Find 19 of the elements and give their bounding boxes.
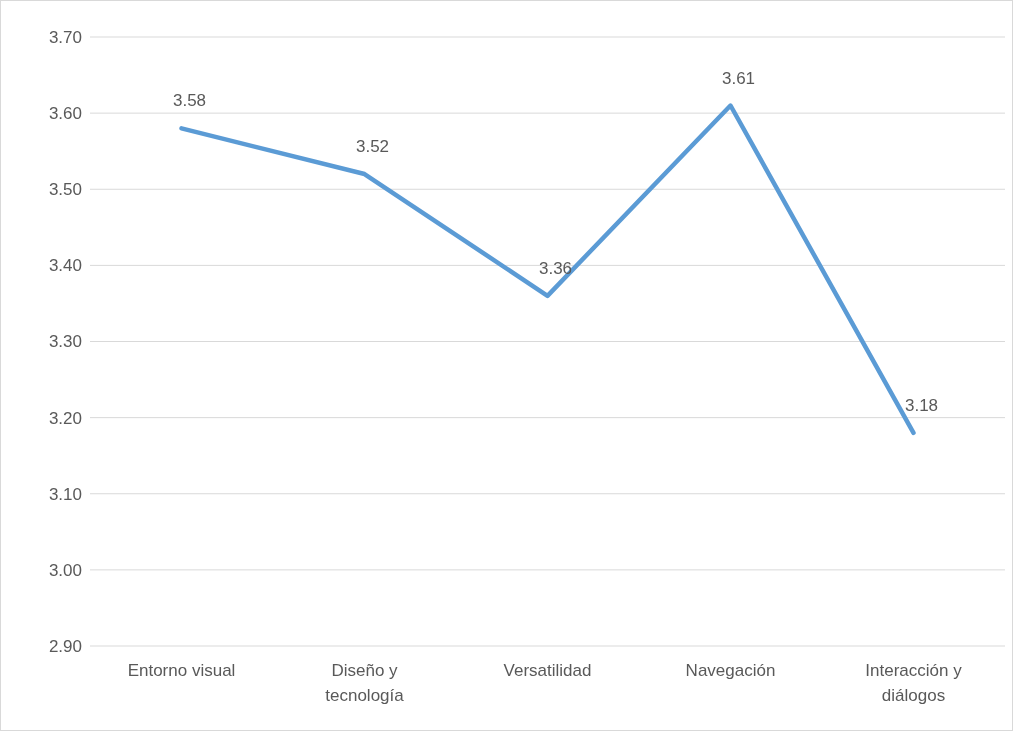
data-label: 3.61 [721,68,756,88]
y-tick-label: 3.30 [48,332,82,352]
data-label: 3.58 [172,91,207,111]
y-tick-label: 3.50 [48,180,82,200]
x-tick-label: Diseño y tecnología [325,661,405,705]
data-label: 3.36 [538,258,573,278]
y-tick-label: 3.10 [48,484,82,504]
y-tick-label: 3.00 [48,560,82,580]
x-tick-label: Entorno visual [127,661,236,681]
y-tick-label: 3.70 [48,27,82,47]
data-label: 3.52 [355,137,390,157]
y-tick-label: 2.90 [48,636,82,656]
x-tick-label: Navegación [685,661,776,681]
x-tick-label: Interacción y diálogos [865,661,963,705]
data-label: 3.18 [904,395,939,415]
y-tick-label: 3.60 [48,104,82,124]
y-tick-label: 3.40 [48,256,82,276]
y-tick-label: 3.20 [48,408,82,428]
x-tick-label: Versatilidad [503,661,592,681]
